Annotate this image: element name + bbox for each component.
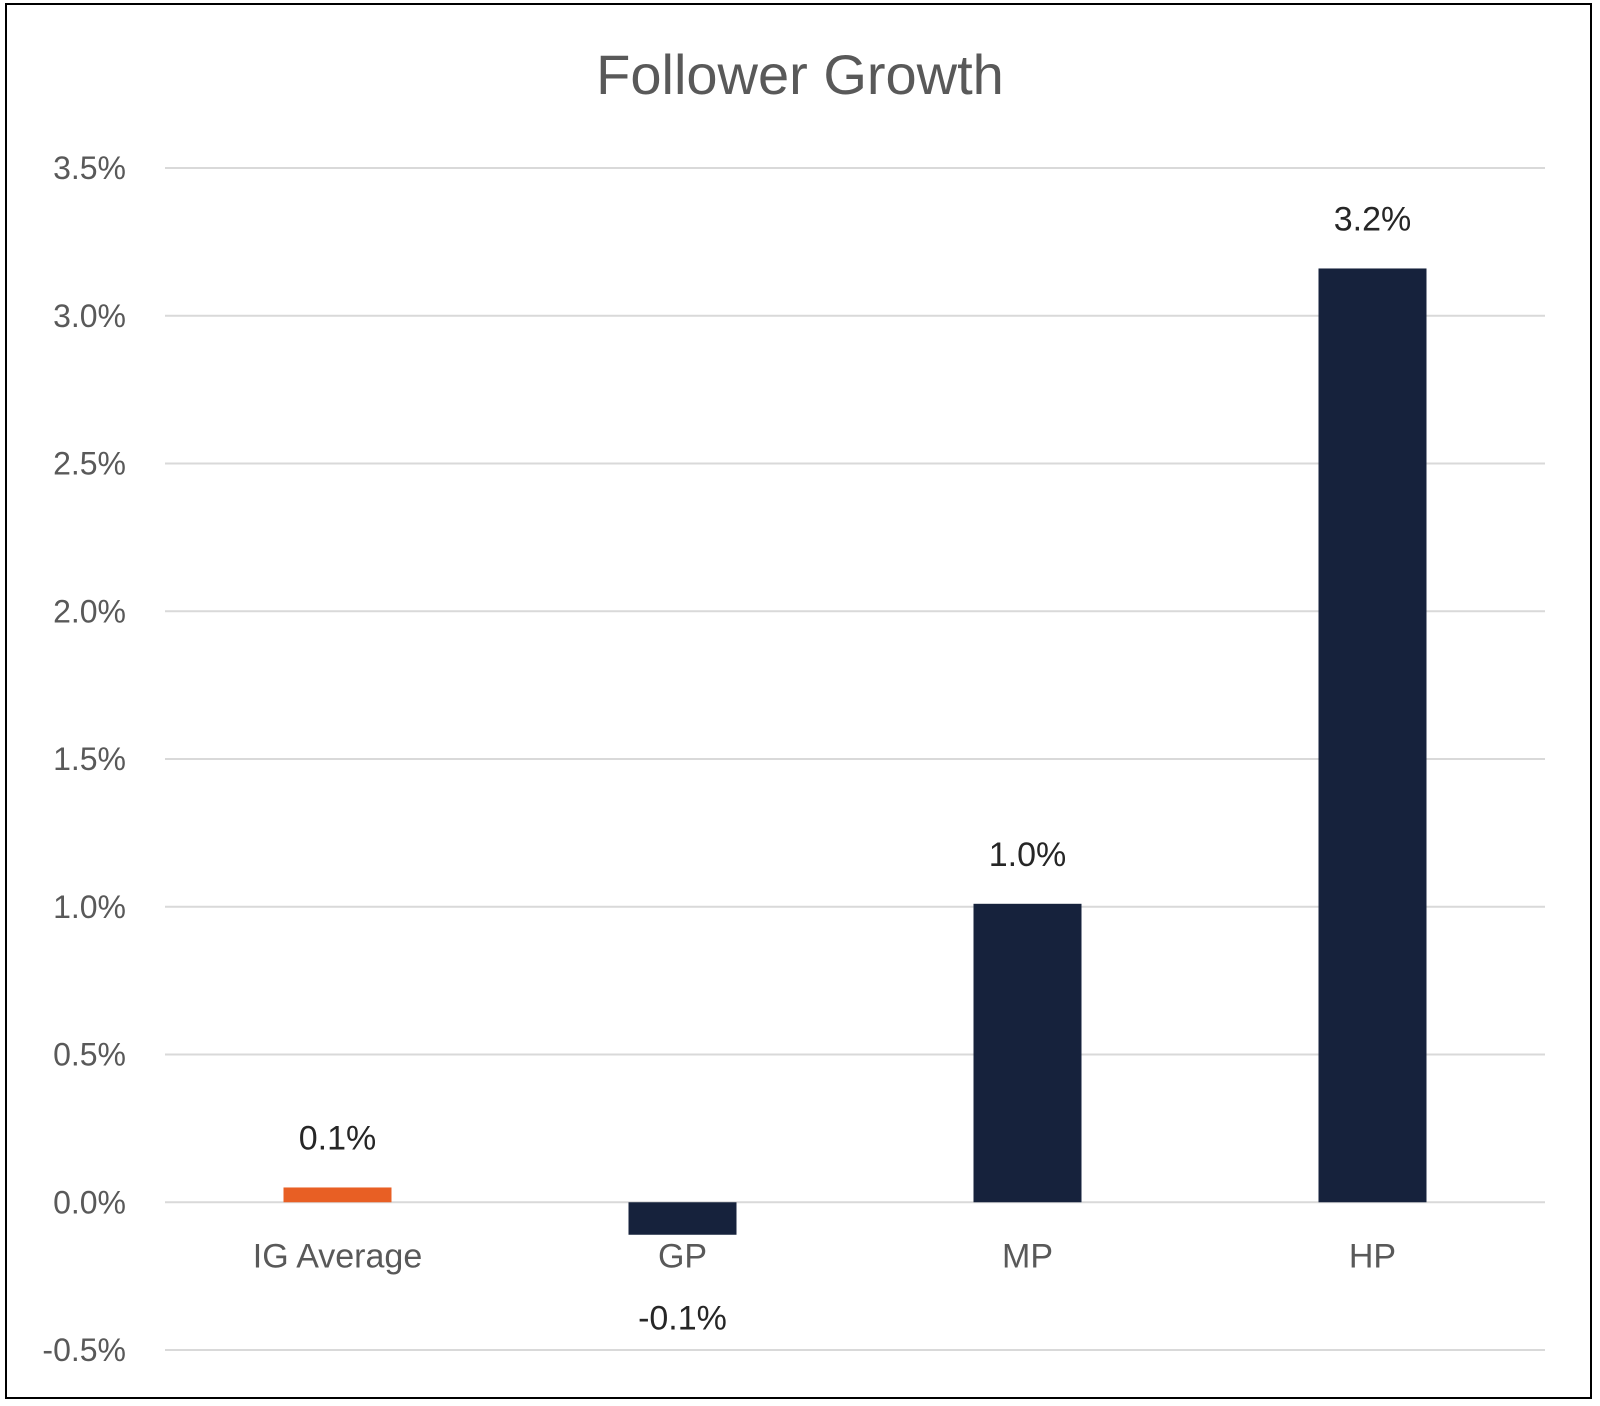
bar-gp — [628, 1202, 737, 1235]
data-label: -0.1% — [638, 1299, 727, 1337]
bars — [283, 268, 1427, 1235]
y-tick-label: 3.5% — [53, 150, 126, 186]
y-tick-label: 0.0% — [53, 1184, 126, 1220]
bar-mp — [973, 903, 1082, 1203]
data-label: 1.0% — [989, 836, 1067, 874]
x-tick-label: MP — [1002, 1237, 1053, 1275]
y-tick-label: -0.5% — [42, 1332, 126, 1368]
data-label: 0.1% — [299, 1119, 377, 1157]
bar-hp — [1318, 268, 1427, 1203]
bar-ig-average — [283, 1187, 392, 1203]
data-label: 3.2% — [1334, 200, 1412, 238]
x-axis: IG Average GP MP HP — [253, 1237, 1396, 1275]
x-tick-label: IG Average — [253, 1237, 423, 1275]
chart-title: Follower Growth — [596, 43, 1004, 106]
y-axis: -0.5% 0.0% 0.5% 1.0% 1.5% 2.0% 2.5% 3.0% 3.5% — [42, 150, 126, 1368]
y-tick-label: 1.0% — [53, 889, 126, 925]
y-tick-label: 3.0% — [53, 298, 126, 334]
gridlines — [165, 167, 1545, 1351]
y-tick-label: 2.5% — [53, 446, 126, 482]
x-tick-label: HP — [1349, 1237, 1396, 1275]
data-labels: 0.1% -0.1% 1.0% 3.2% — [299, 200, 1412, 1337]
y-tick-label: 2.0% — [53, 593, 126, 629]
x-tick-label: GP — [658, 1237, 707, 1275]
y-tick-label: 1.5% — [53, 741, 126, 777]
y-tick-label: 0.5% — [53, 1037, 126, 1073]
